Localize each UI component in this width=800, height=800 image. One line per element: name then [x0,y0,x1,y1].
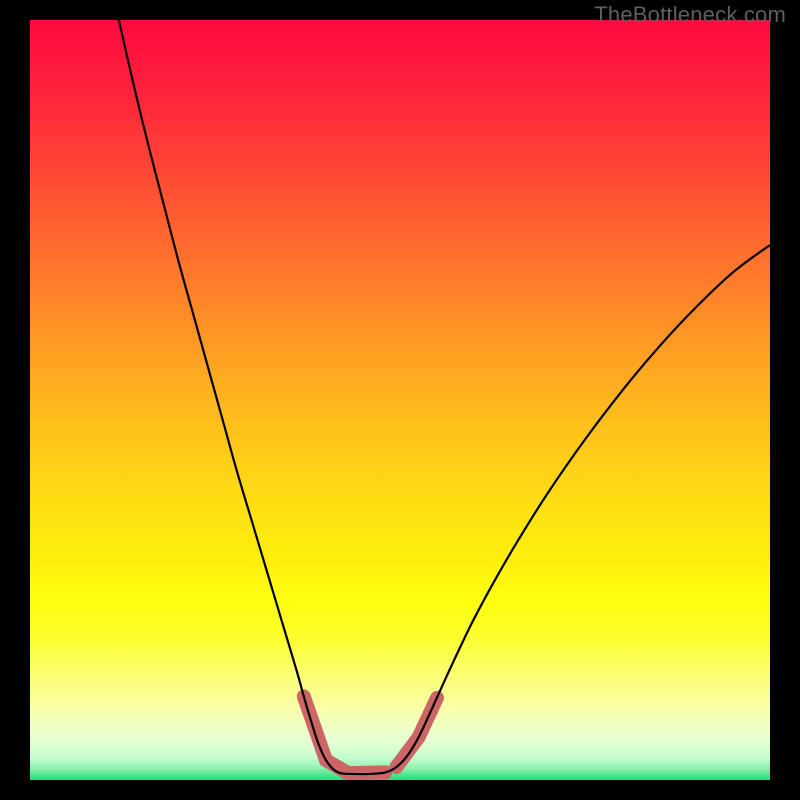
gradient-background [30,20,770,780]
attribution-label: TheBottleneck.com [594,2,786,28]
bottleneck-chart [0,0,800,800]
chart-container: TheBottleneck.com [0,0,800,800]
